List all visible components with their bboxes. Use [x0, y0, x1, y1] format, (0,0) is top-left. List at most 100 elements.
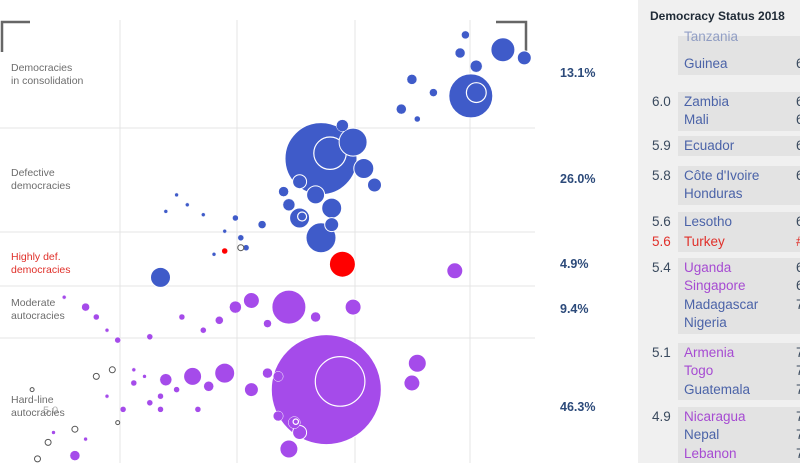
bubble-hollow	[92, 372, 100, 380]
bubble-democracy	[321, 197, 343, 219]
bubble-hollow	[71, 425, 79, 433]
country-name: Togo	[684, 363, 714, 379]
rank-value: 6	[796, 56, 800, 72]
status-score: 5.6	[652, 234, 671, 249]
rank-value: 6	[796, 214, 800, 229]
bubble-autocracy	[157, 392, 164, 400]
bubble-autocracy	[263, 319, 272, 328]
country-name: Honduras	[684, 186, 743, 202]
country-name: Tanzania	[684, 29, 739, 44]
bubble-democracy	[469, 59, 483, 73]
band-label: Moderate autocracies	[11, 297, 65, 322]
band-percentage: 26.0%	[560, 172, 596, 186]
country-name: Uganda	[684, 260, 732, 275]
band-label: Highly def. democracies	[11, 251, 71, 276]
rank-value: 7	[796, 445, 800, 461]
rank-value: 7	[796, 363, 800, 379]
band-label: Hard-line autocracies	[11, 394, 65, 419]
bubble-inner-ring	[292, 418, 300, 426]
bubble-autocracy	[159, 373, 173, 386]
rank-value: 7	[796, 345, 800, 360]
bubble-highlight	[328, 250, 356, 278]
rank-value: 6	[796, 138, 800, 153]
country-name: Ecuador	[684, 138, 735, 153]
bubble-democracy	[292, 174, 308, 190]
bubble-democracy	[429, 88, 438, 97]
rank-value: 7	[796, 296, 800, 312]
rank-value: 6	[796, 260, 800, 275]
band-percentage: 9.4%	[560, 302, 589, 316]
bubble-hollow	[237, 244, 245, 252]
chart-bubbles	[29, 30, 532, 463]
bubble-hollow	[115, 420, 121, 426]
bubble-democracy	[406, 74, 418, 85]
bubble-hollow	[34, 455, 41, 463]
rank-value: 6	[796, 168, 800, 183]
rank-value: 7	[796, 381, 800, 397]
bubble-autocracy	[262, 367, 273, 379]
bubble-autocracy	[83, 436, 88, 442]
country-name: Mali	[684, 112, 709, 128]
rank-value: 7	[796, 409, 800, 424]
bubble-autocracy	[194, 406, 202, 413]
bubble-autocracy	[104, 327, 110, 333]
country-name: Singapore	[684, 278, 746, 294]
bubble-chart: 5.0	[0, 20, 535, 463]
bubble-autocracy	[157, 406, 164, 413]
ranking-group-background	[678, 343, 800, 401]
status-score: 5.1	[652, 345, 671, 360]
ranking-group-background	[678, 212, 800, 233]
bubble-autocracy	[279, 439, 299, 459]
bubble-autocracy	[61, 294, 67, 300]
bubble-democracy	[211, 252, 217, 257]
bubble-democracy	[454, 47, 466, 59]
bubble-autocracy	[446, 262, 464, 280]
bubble-autocracy	[229, 300, 242, 314]
bubble-autocracy	[81, 302, 90, 312]
bubble-hollow	[108, 366, 116, 374]
panel-title: Democracy Status 2018	[650, 9, 785, 23]
bubble-democracy	[367, 177, 382, 193]
band-label: Democracies in consolidation	[11, 62, 84, 87]
bubble-autocracy	[119, 406, 127, 413]
watermark-tick-label: 5.0	[43, 405, 58, 417]
country-name: Nicaragua	[684, 409, 746, 424]
bubble-autocracy	[407, 353, 427, 373]
top-left-bracket	[0, 20, 30, 52]
bubble-autocracy	[344, 298, 362, 316]
bubble-hollow	[44, 438, 52, 446]
bubble-autocracy	[270, 334, 382, 446]
rank-value: 6	[796, 112, 800, 128]
bubble-autocracy	[271, 289, 307, 325]
bubble-inner-ring	[314, 356, 366, 407]
country-name: Guinea	[684, 56, 728, 72]
bubble-democracy	[338, 127, 368, 157]
rank-value: 6	[796, 278, 800, 294]
top-right-bracket	[496, 20, 528, 52]
ranking-group-background	[678, 407, 800, 463]
rank-value: 6	[796, 94, 800, 109]
bubble-inner-ring	[465, 82, 487, 104]
bubble-autocracy	[130, 379, 138, 387]
country-name: Côte d'Ivoire	[684, 168, 760, 183]
bubble-democracy	[353, 158, 375, 179]
bubble-autocracy	[243, 382, 259, 398]
bubble-autocracy	[146, 333, 154, 341]
bubble-democracy	[257, 220, 267, 229]
bubble-democracy	[185, 202, 190, 208]
bubble-democracy	[461, 30, 470, 40]
bubble-democracy	[336, 119, 349, 132]
bubble-autocracy	[403, 374, 421, 392]
bubble-autocracy	[131, 367, 137, 373]
ranking-group-background	[678, 92, 800, 131]
bubble-democracy	[396, 103, 407, 115]
bubble-autocracy	[51, 430, 56, 435]
country-name: Madagascar	[684, 296, 759, 312]
bubble-autocracy	[242, 292, 260, 309]
bubble-democracy	[232, 214, 239, 222]
country-name: Nigeria	[684, 315, 727, 331]
chart-corner-brackets	[0, 20, 528, 52]
bubble-autocracy	[214, 362, 236, 384]
bubble-autocracy	[178, 313, 186, 321]
bubble-democracy	[163, 209, 169, 214]
